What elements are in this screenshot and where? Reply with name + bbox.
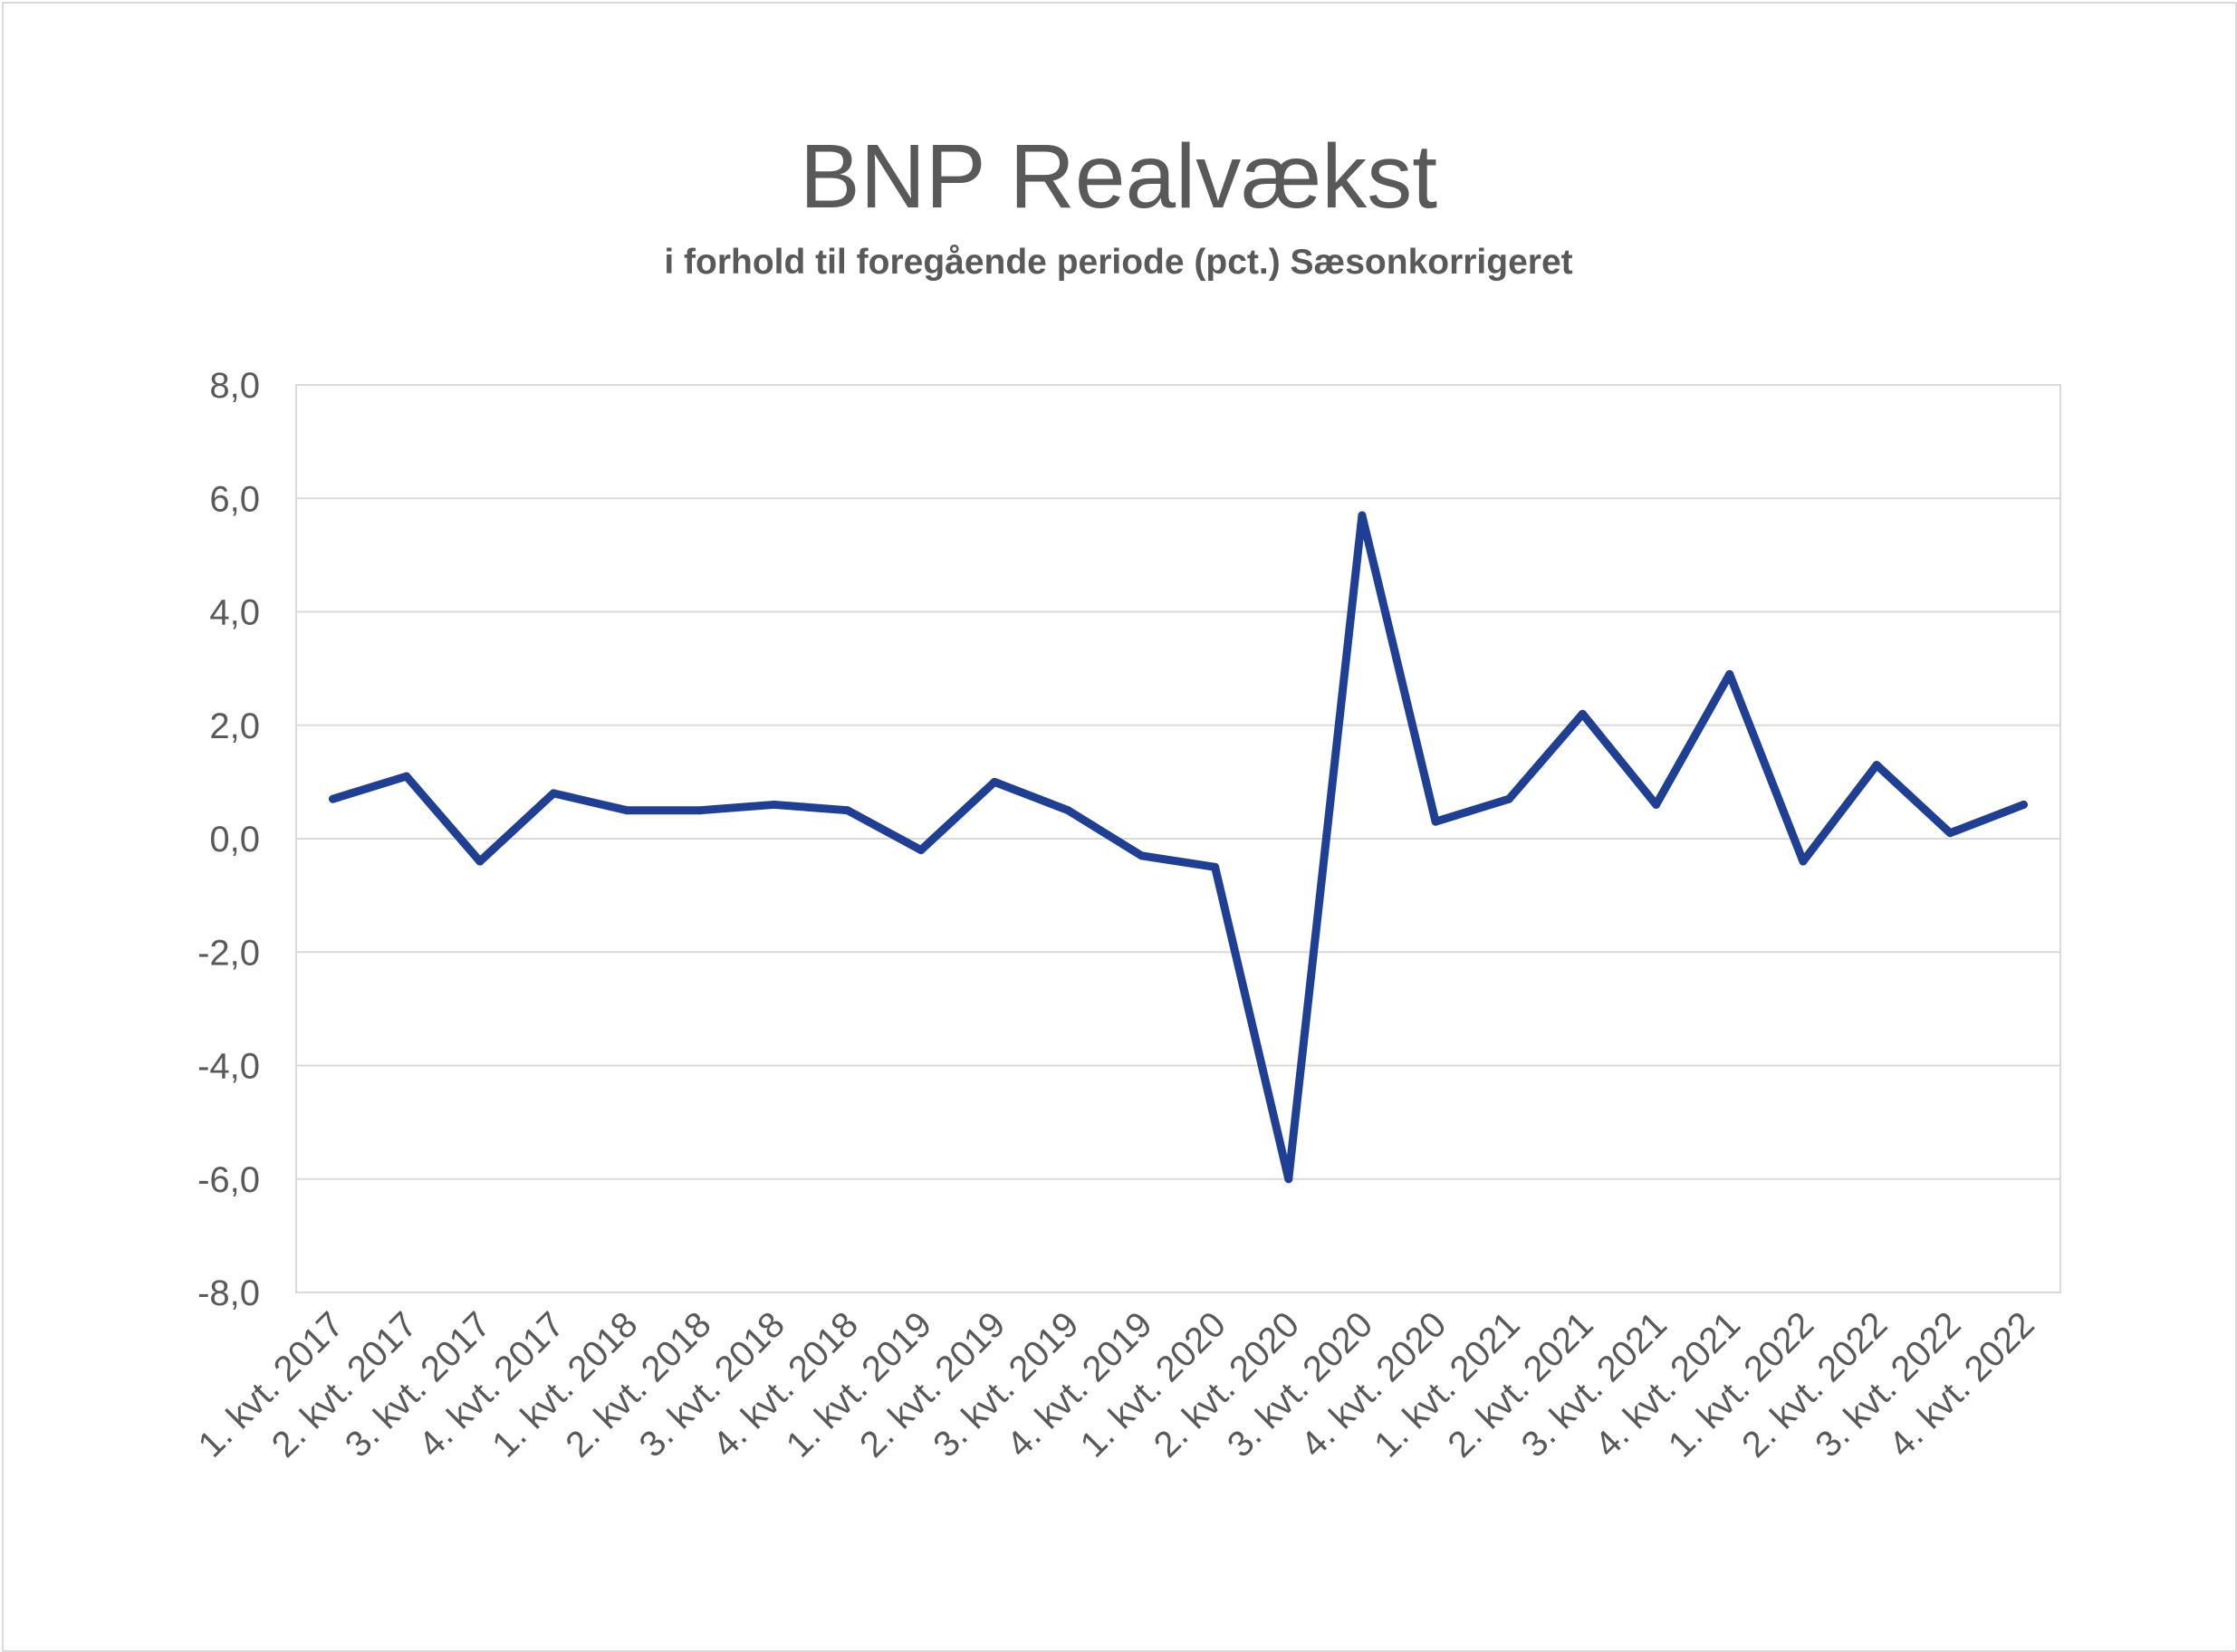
data-point bbox=[1578, 709, 1587, 718]
data-point bbox=[622, 806, 631, 815]
data-point bbox=[549, 789, 558, 798]
y-tick-label: -8,0 bbox=[197, 1273, 260, 1313]
series-line bbox=[329, 511, 2028, 1184]
data-point bbox=[1652, 800, 1661, 809]
y-tick-label: 4,0 bbox=[209, 593, 260, 633]
data-point bbox=[917, 846, 926, 855]
data-point bbox=[1284, 1175, 1293, 1184]
data-point bbox=[1431, 817, 1440, 826]
data-point bbox=[402, 772, 411, 781]
y-tick-label: 0,0 bbox=[209, 820, 260, 860]
chart-title: BNP Realvækst bbox=[800, 126, 1437, 227]
data-point bbox=[1504, 794, 1513, 803]
data-point bbox=[1799, 857, 1808, 866]
data-point bbox=[1725, 669, 1734, 678]
series-layer bbox=[329, 511, 2028, 1184]
data-point bbox=[1063, 806, 1072, 815]
data-point bbox=[843, 806, 852, 815]
data-point bbox=[1137, 851, 1146, 860]
data-point bbox=[696, 806, 705, 815]
y-tick-label: 8,0 bbox=[209, 366, 260, 406]
data-point bbox=[1945, 829, 1954, 838]
data-point bbox=[475, 857, 485, 866]
data-point bbox=[1358, 511, 1367, 520]
chart-subtitle: i forhold til foregående periode (pct.) … bbox=[664, 243, 1573, 282]
data-point bbox=[770, 800, 779, 809]
data-point bbox=[329, 794, 338, 803]
data-point bbox=[2019, 800, 2028, 809]
y-tick-label: -4,0 bbox=[197, 1047, 260, 1087]
grid-lines bbox=[295, 384, 2061, 1293]
y-tick-label: -2,0 bbox=[197, 933, 260, 973]
y-axis-ticks: 8,0 6,0 4,0 2,0 0,0 -2,0 -4,0 -6,0 -8,0 bbox=[197, 366, 260, 1313]
data-point bbox=[990, 777, 999, 786]
y-tick-label: 2,0 bbox=[209, 706, 260, 746]
y-tick-label: -6,0 bbox=[197, 1160, 260, 1200]
data-point bbox=[1211, 862, 1220, 871]
data-point bbox=[1872, 761, 1881, 770]
y-tick-label: 6,0 bbox=[209, 479, 260, 519]
